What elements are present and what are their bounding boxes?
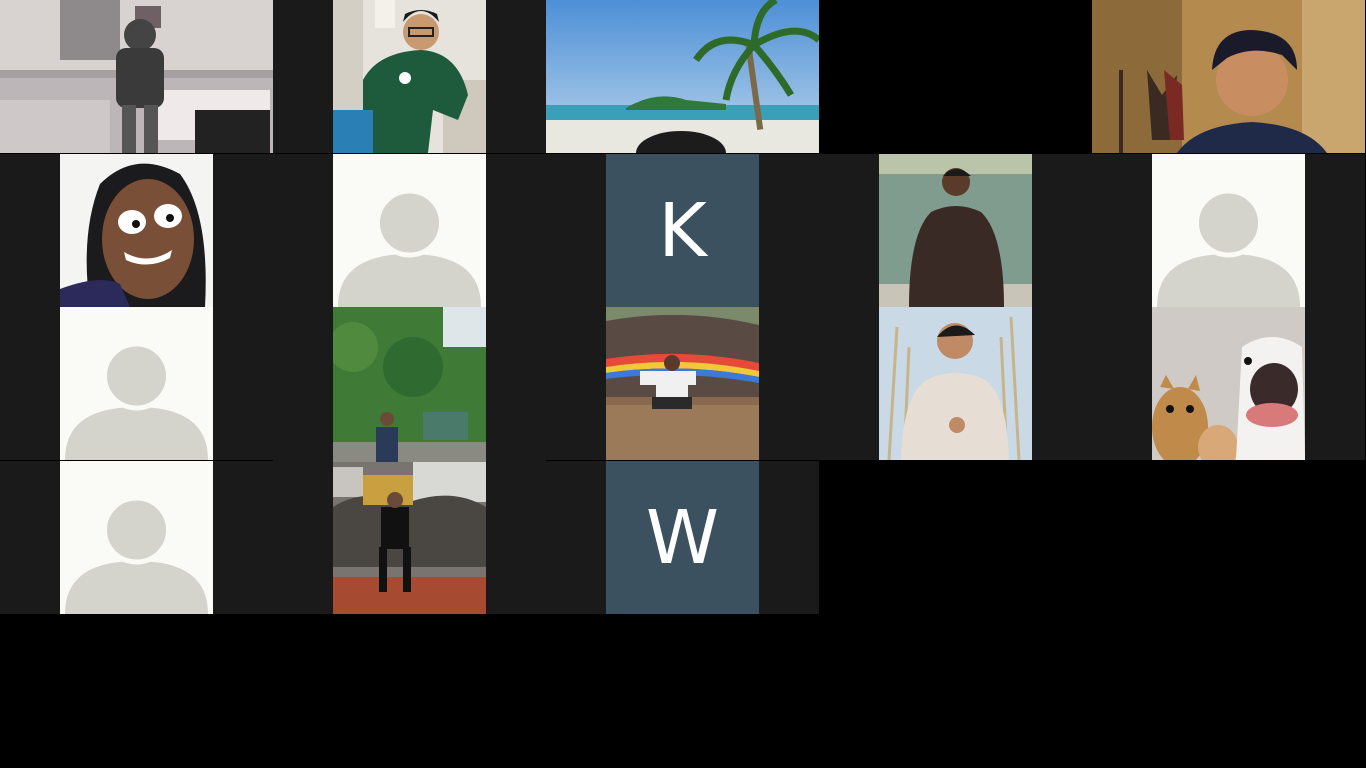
participant-tile-2[interactable]: [273, 0, 546, 153]
participant-tile-1[interactable]: [0, 0, 273, 153]
participant-video: [1092, 0, 1365, 153]
participant-video: [879, 154, 1032, 307]
default-avatar-icon: [338, 188, 481, 307]
participant-tile-13[interactable]: [819, 307, 1092, 460]
participant-tile-10[interactable]: [0, 307, 273, 460]
default-avatar-icon: [1157, 188, 1300, 307]
participant-video: [879, 307, 1032, 460]
default-avatar-icon: [65, 341, 208, 460]
participant-avatar: [60, 461, 213, 614]
default-avatar-icon: [65, 495, 208, 614]
participant-video: [1152, 307, 1305, 460]
participant-tile-11[interactable]: [273, 307, 546, 614]
participant-video: [333, 307, 486, 614]
participant-tile-empty: [819, 0, 1092, 153]
participant-tile-8[interactable]: [819, 154, 1092, 307]
participant-avatar: [1152, 154, 1305, 307]
participant-video: [333, 0, 486, 153]
participant-initial: K: [606, 154, 759, 307]
participant-tile-7[interactable]: K: [546, 154, 819, 307]
participant-tile-3[interactable]: [546, 0, 819, 153]
participant-avatar: [60, 307, 213, 460]
participant-video: [60, 154, 213, 307]
participant-tile-4[interactable]: [1092, 0, 1365, 153]
participant-tile-15[interactable]: [0, 461, 273, 614]
participant-video: [606, 307, 759, 460]
participant-tile-16[interactable]: W: [546, 461, 819, 614]
participant-initial: W: [606, 461, 759, 614]
participant-avatar: [333, 154, 486, 307]
participant-initial-letter: W: [645, 494, 720, 581]
participant-tile-12[interactable]: [546, 307, 819, 460]
participant-tile-14[interactable]: [1092, 307, 1365, 460]
participant-tile-6[interactable]: [273, 154, 546, 307]
participant-tile-5[interactable]: [0, 154, 273, 307]
participant-initial-letter: K: [658, 187, 707, 274]
participant-video: [546, 0, 819, 153]
participant-video: [0, 0, 273, 153]
participant-tile-9[interactable]: [1092, 154, 1365, 307]
